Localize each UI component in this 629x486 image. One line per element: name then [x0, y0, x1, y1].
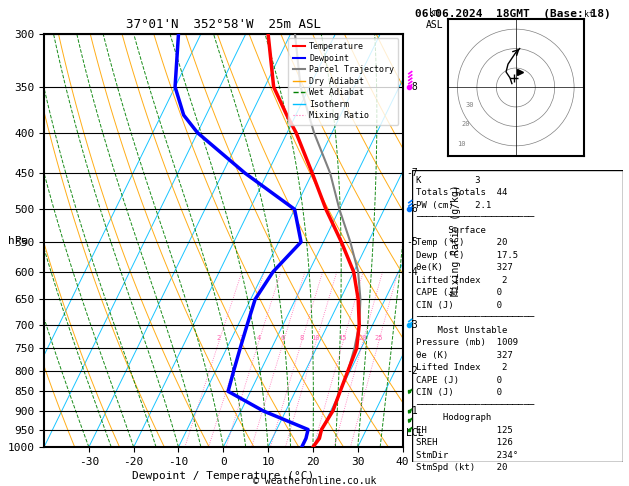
Text: 4: 4	[256, 335, 260, 341]
Text: -8: -8	[406, 82, 418, 92]
Text: 06.06.2024  18GMT  (Base: 18): 06.06.2024 18GMT (Base: 18)	[415, 9, 611, 19]
Text: -4: -4	[406, 267, 418, 277]
Text: 20: 20	[359, 335, 367, 341]
Legend: Temperature, Dewpoint, Parcel Trajectory, Dry Adiabat, Wet Adiabat, Isotherm, Mi: Temperature, Dewpoint, Parcel Trajectory…	[288, 38, 398, 124]
Text: © weatheronline.co.uk: © weatheronline.co.uk	[253, 476, 376, 486]
Text: 2: 2	[216, 335, 221, 341]
Text: 8: 8	[299, 335, 303, 341]
Text: kt: kt	[584, 10, 594, 19]
Text: 15: 15	[338, 335, 347, 341]
Text: 6: 6	[281, 335, 285, 341]
Text: Mixing Ratio (g/kg): Mixing Ratio (g/kg)	[452, 185, 461, 296]
Text: 3: 3	[240, 335, 243, 341]
Text: LCL: LCL	[406, 428, 424, 438]
Text: -3: -3	[406, 320, 418, 330]
X-axis label: Dewpoint / Temperature (°C): Dewpoint / Temperature (°C)	[132, 471, 314, 481]
Text: 25: 25	[374, 335, 382, 341]
Text: 10: 10	[457, 141, 466, 147]
Text: km
ASL: km ASL	[426, 8, 443, 30]
Text: 30: 30	[465, 102, 474, 108]
Text: -6: -6	[406, 204, 418, 214]
Text: hPa: hPa	[8, 236, 28, 245]
Text: -2: -2	[406, 365, 418, 376]
Text: K          3
Totals Totals  44
PW (cm)    2.1
──────────────────────
      Surfa: K 3 Totals Totals 44 PW (cm) 2.1 ───────…	[416, 176, 535, 485]
Text: -5: -5	[406, 237, 418, 247]
Text: 10: 10	[311, 335, 320, 341]
Text: -7: -7	[406, 168, 418, 178]
Text: 20: 20	[461, 122, 470, 127]
Title: 37°01'N  352°58'W  25m ASL: 37°01'N 352°58'W 25m ASL	[126, 18, 321, 32]
Text: -1: -1	[406, 406, 418, 416]
